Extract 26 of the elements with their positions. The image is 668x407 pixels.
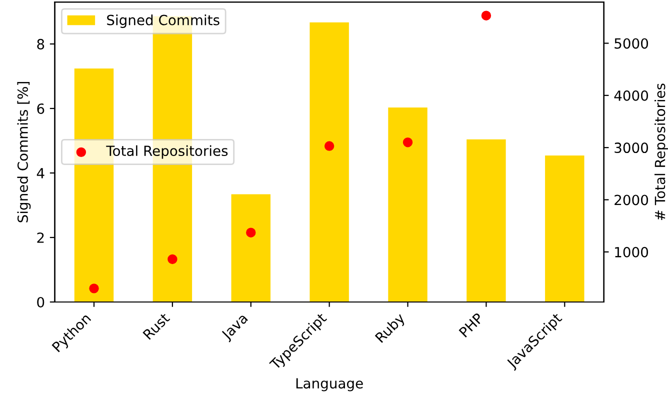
- y2-tick-label: 2000: [614, 194, 648, 206]
- point: [402, 138, 413, 148]
- y-tick-label: 2: [37, 232, 44, 243]
- bar: [231, 194, 270, 302]
- x-axis-title: Language: [296, 378, 363, 392]
- point: [246, 228, 256, 238]
- y-tick-label: 4: [36, 168, 44, 178]
- y2-tick-label: 3000: [614, 142, 648, 154]
- y2-tick-label: 5000: [614, 38, 648, 49]
- point: [89, 284, 99, 294]
- y2-axis-title: # Total Repositories: [654, 84, 668, 220]
- y2-tick-label: 1000: [615, 246, 648, 258]
- bar: [388, 108, 428, 302]
- y-tick-label: 6: [37, 103, 44, 114]
- point: [481, 10, 492, 20]
- bar: [310, 22, 349, 302]
- point: [168, 254, 178, 264]
- y2-tick-label: 4000: [614, 90, 648, 101]
- y-tick-label: 0: [37, 296, 44, 308]
- point: [324, 141, 334, 151]
- bar: [545, 156, 584, 302]
- bar: [466, 139, 506, 302]
- legend-label: Total Repositories: [106, 145, 228, 159]
- y-axis-title: Signed Commits [%]: [17, 82, 31, 222]
- y-tick-label: 8: [37, 38, 44, 50]
- legend-label: Signed Commits: [107, 14, 220, 28]
